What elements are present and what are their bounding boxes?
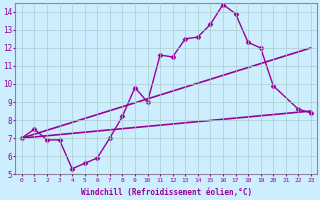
X-axis label: Windchill (Refroidissement éolien,°C): Windchill (Refroidissement éolien,°C) — [81, 188, 252, 197]
